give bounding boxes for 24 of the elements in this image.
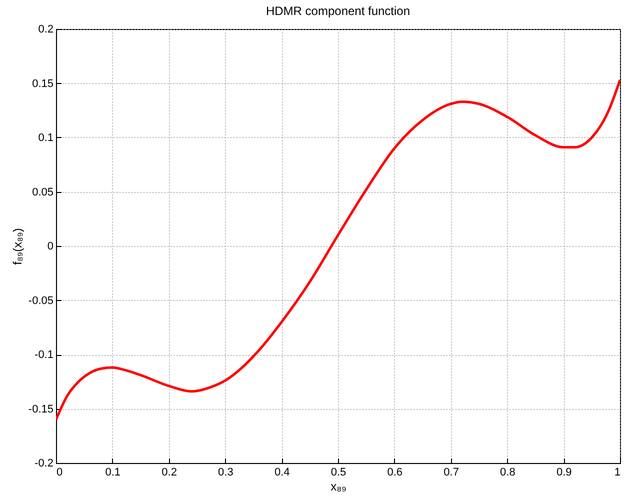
y-tick-label: 0 bbox=[47, 240, 54, 252]
x-tick-label: 0.7 bbox=[444, 466, 459, 478]
x-tick-label: 0 bbox=[56, 466, 63, 478]
x-tick-label: 0.5 bbox=[330, 466, 346, 478]
y-tick-label: 0.05 bbox=[32, 186, 54, 198]
x-tick-label: 0.8 bbox=[500, 466, 516, 478]
y-tick-label: -0.1 bbox=[34, 349, 54, 361]
line-series bbox=[56, 78, 620, 421]
chart-title: HDMR component function bbox=[266, 4, 410, 18]
x-tick-label: 0.9 bbox=[556, 466, 572, 478]
y-tick-label: -0.05 bbox=[28, 294, 54, 307]
x-tick-label: 0.4 bbox=[274, 466, 290, 478]
y-tick-label: 0.1 bbox=[38, 132, 54, 144]
x-tick-label: 0.6 bbox=[387, 466, 403, 478]
y-tick-label: -0.2 bbox=[34, 458, 54, 470]
x-tick-label: 0.3 bbox=[218, 466, 234, 478]
x-axis-title: x₈₉ bbox=[330, 480, 347, 494]
x-tick-label: 0.1 bbox=[105, 466, 121, 478]
y-tick-label: 0.15 bbox=[32, 78, 54, 90]
x-tick-label: 1 bbox=[614, 466, 620, 478]
y-tick-label: 0.2 bbox=[38, 24, 54, 36]
y-tick-label: -0.15 bbox=[28, 403, 54, 416]
x-tick-label: 0.2 bbox=[162, 466, 177, 478]
y-axis-title: f₈₉(x₈₉) bbox=[10, 228, 24, 265]
